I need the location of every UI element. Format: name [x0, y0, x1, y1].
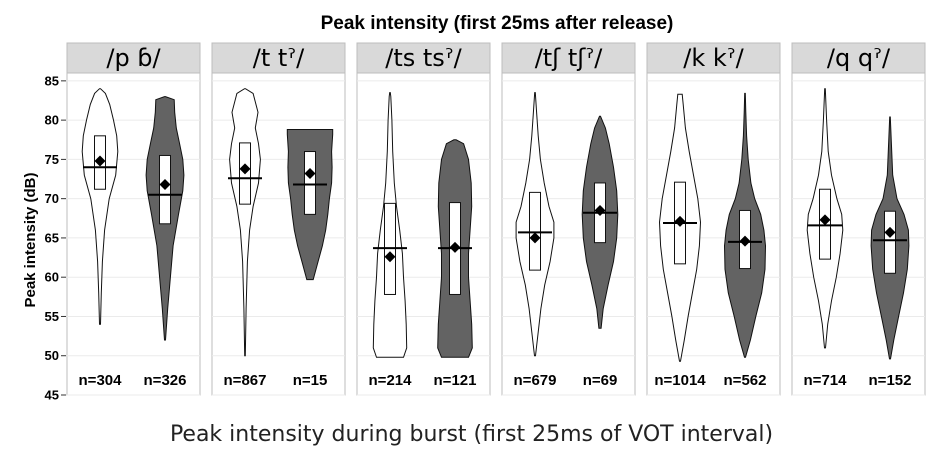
mean-marker	[594, 204, 606, 216]
n-label: n=152	[869, 372, 912, 389]
panel-strip	[501, 42, 636, 74]
panel-label: /q qˀ/	[827, 44, 891, 72]
panel: /t tˀ/n=867 n=15	[211, 42, 346, 396]
panel: /ts tsˀ/n=214 n=121	[356, 42, 491, 396]
n-label: n=679	[514, 372, 557, 389]
y-tick-label: 50	[45, 348, 59, 363]
panel-strip	[791, 42, 926, 74]
n-label: n=1014	[654, 372, 706, 389]
mean-marker	[239, 163, 251, 175]
y-tick-label: 75	[45, 152, 59, 167]
y-tick-label: 85	[45, 73, 59, 88]
panel: /p ɓ/n=304 n=326	[66, 42, 201, 396]
mean-marker	[819, 214, 831, 226]
violin-chart: Peak intensity (first 25ms after release…	[22, 13, 926, 403]
mean-marker	[304, 168, 316, 180]
n-label: n=15	[293, 372, 328, 389]
panel-label: /k kˀ/	[683, 44, 744, 72]
n-label: n=69	[583, 372, 618, 389]
panel: /q qˀ/n=714 n=152	[791, 42, 926, 396]
y-axis-ticks: 45 50 55 60 65 70 75 80 85	[45, 73, 66, 403]
mean-marker	[159, 179, 171, 191]
caption: Peak intensity during burst (first 25ms …	[169, 422, 774, 447]
mean-marker	[449, 241, 461, 253]
panel-label: /p ɓ/	[106, 44, 161, 72]
iqr-box	[884, 210, 896, 274]
y-tick-label: 60	[45, 270, 59, 285]
y-tick-label: 70	[45, 191, 59, 206]
panels: /p ɓ/n=304 n=326/t tˀ/n=867 n=15/ts tsˀ/n=…	[66, 42, 926, 396]
n-label: n=867	[224, 372, 267, 389]
y-tick-label: 55	[45, 309, 59, 324]
n-label: n=121	[434, 372, 477, 389]
panel-label: /t tˀ/	[253, 44, 305, 72]
iqr-box	[304, 151, 316, 215]
y-tick-label: 80	[45, 113, 59, 128]
mean-marker	[674, 215, 686, 227]
mean-marker	[384, 251, 396, 263]
mean-marker	[739, 235, 751, 247]
panel-strip	[646, 42, 781, 74]
n-label: n=714	[804, 372, 848, 389]
y-tick-label: 45	[45, 388, 59, 403]
n-label: n=326	[144, 372, 187, 389]
iqr-box	[529, 191, 541, 271]
panel-strip	[211, 42, 346, 74]
mean-marker	[94, 155, 106, 167]
mean-marker	[884, 226, 896, 238]
panel-label: /ts tsˀ/	[385, 44, 462, 72]
n-label: n=304	[79, 372, 123, 389]
mean-marker	[529, 232, 541, 244]
panel: /k kˀ/n=1014 n=562	[646, 42, 781, 396]
n-label: n=562	[724, 372, 767, 389]
panel-strip	[356, 42, 491, 74]
chart-title: Peak intensity (first 25ms after release…	[321, 13, 674, 34]
panel-strip	[66, 42, 201, 74]
violin-shape	[229, 88, 261, 357]
violin-shape	[81, 88, 119, 325]
y-tick-label: 65	[45, 230, 59, 245]
n-label: n=214	[369, 372, 413, 389]
y-axis-label: Peak intensity (dB)	[22, 172, 39, 307]
panel-label: /tʃ tʃˀ/	[535, 44, 604, 72]
panel: /tʃ tʃˀ/n=679 n=69	[501, 42, 636, 396]
